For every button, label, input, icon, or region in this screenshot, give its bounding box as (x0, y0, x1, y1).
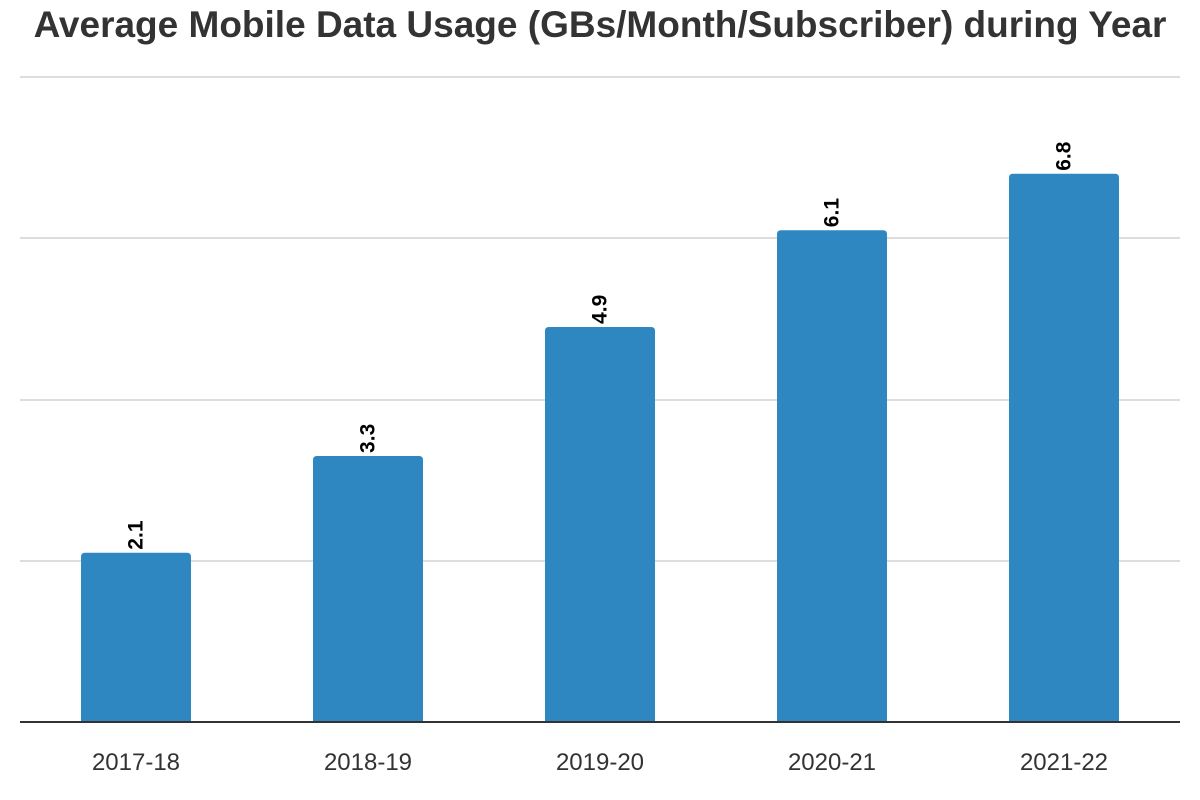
data-label-2017-18: 2.1 (125, 520, 148, 550)
data-label-2018-19: 3.3 (357, 424, 380, 453)
bar-2021-22 (1009, 173, 1119, 722)
bar-2020-21 (777, 230, 887, 722)
x-tick-label-2020-21: 2020-21 (788, 749, 876, 776)
data-label-2019-20: 4.9 (589, 295, 612, 324)
x-tick-label-2018-19: 2018-19 (324, 749, 412, 776)
data-label-2021-22: 6.8 (1053, 141, 1076, 171)
data-labels: 2.1 3.3 4.9 6.1 6.8 (125, 141, 1076, 549)
chart-title: Average Mobile Data Usage (GBs/Month/Sub… (33, 4, 1167, 45)
data-label-2020-21: 6.1 (821, 198, 844, 228)
x-axis-tick-labels: 2017-18 2018-19 2019-20 2020-21 2021-22 (92, 749, 1108, 776)
bars (81, 173, 1119, 722)
bar-2018-19 (313, 455, 423, 722)
x-tick-label-2019-20: 2019-20 (556, 749, 644, 776)
x-tick-label-2021-22: 2021-22 (1020, 749, 1108, 776)
x-tick-label-2017-18: 2017-18 (92, 749, 180, 776)
bar-2017-18 (81, 552, 191, 722)
bar-2019-20 (545, 326, 655, 722)
